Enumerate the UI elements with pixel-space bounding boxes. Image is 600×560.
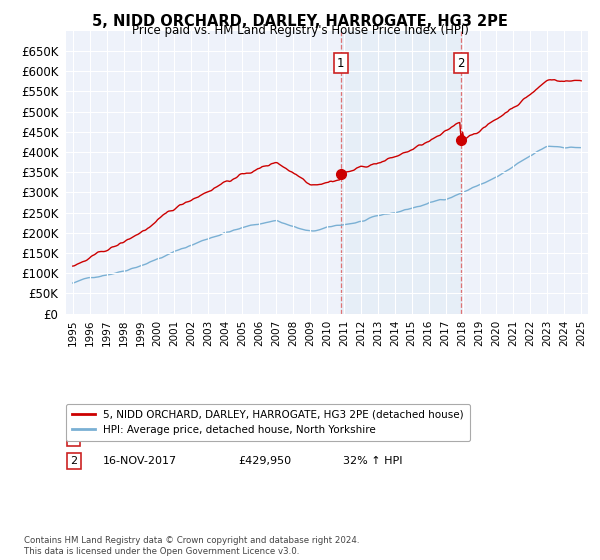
Text: £429,950: £429,950 (238, 456, 292, 466)
Text: 32% ↑ HPI: 32% ↑ HPI (343, 456, 402, 466)
Text: 21-OCT-2010: 21-OCT-2010 (103, 433, 175, 443)
Legend: 5, NIDD ORCHARD, DARLEY, HARROGATE, HG3 2PE (detached house), HPI: Average price: 5, NIDD ORCHARD, DARLEY, HARROGATE, HG3 … (66, 404, 470, 441)
Text: 16-NOV-2017: 16-NOV-2017 (103, 456, 176, 466)
Text: 1: 1 (337, 57, 344, 69)
Text: 25% ↑ HPI: 25% ↑ HPI (343, 433, 402, 443)
Text: 5, NIDD ORCHARD, DARLEY, HARROGATE, HG3 2PE: 5, NIDD ORCHARD, DARLEY, HARROGATE, HG3 … (92, 14, 508, 29)
Text: 2: 2 (70, 456, 77, 466)
Bar (341, 31, 461, 314)
Text: £345,000: £345,000 (238, 433, 291, 443)
Text: 1: 1 (70, 433, 77, 443)
Text: Price paid vs. HM Land Registry's House Price Index (HPI): Price paid vs. HM Land Registry's House … (131, 24, 469, 37)
Text: Contains HM Land Registry data © Crown copyright and database right 2024.
This d: Contains HM Land Registry data © Crown c… (24, 536, 359, 556)
Text: 2: 2 (457, 57, 464, 69)
